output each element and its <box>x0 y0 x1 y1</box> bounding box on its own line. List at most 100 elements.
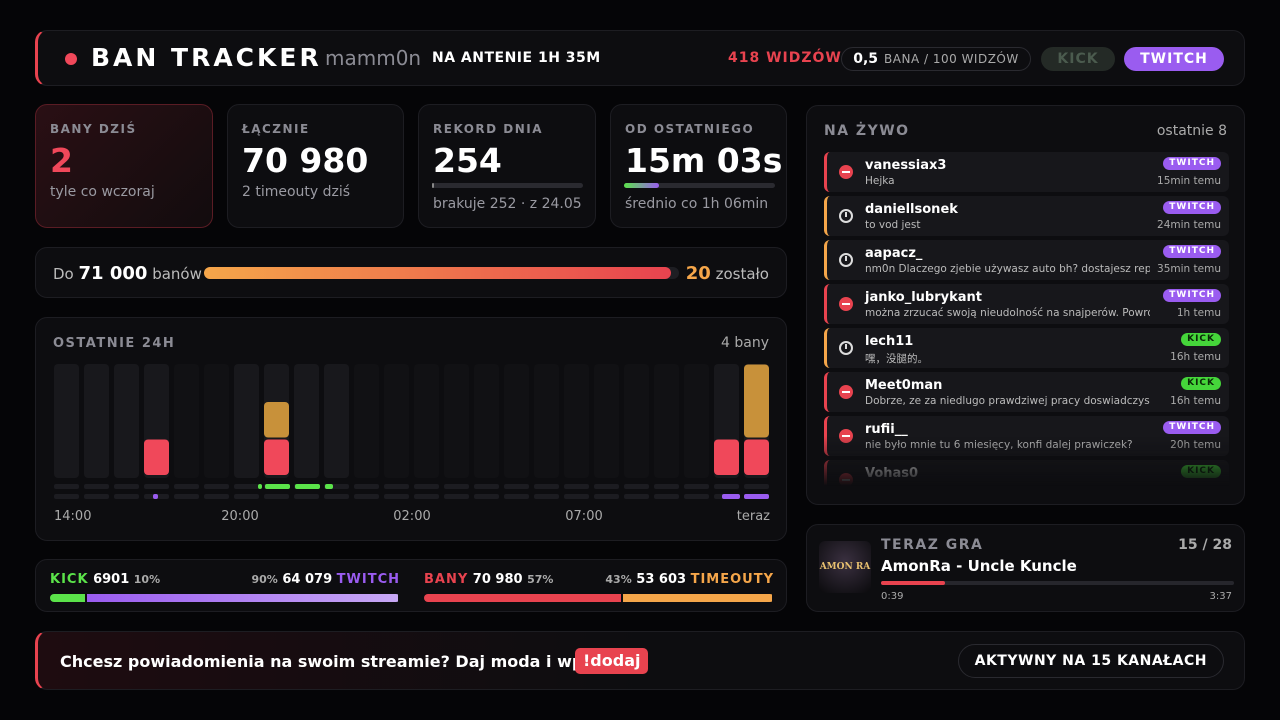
hour-column <box>564 364 589 478</box>
hour-strip <box>204 484 229 489</box>
hour-strip <box>354 494 379 499</box>
time-ago: 15min temu <box>1157 175 1221 187</box>
timeout-bar <box>744 364 769 438</box>
hour-column <box>594 364 619 478</box>
ban-icon <box>839 165 853 179</box>
live-title: NA ŻYWO <box>824 123 910 139</box>
np-elapsed: 0:39 <box>881 591 904 602</box>
stat-card: REKORD DNIA 254 brakuje 252 · z 24.05 <box>418 104 596 228</box>
hour-column <box>414 364 439 478</box>
kick-activity <box>295 484 320 489</box>
x-label: teraz <box>737 509 770 524</box>
stat-value: 2 <box>50 141 73 180</box>
kick-pct: 10% <box>133 573 161 586</box>
stat-card: BANY DZIŚ 2 tyle co wczoraj <box>35 104 213 228</box>
hour-strip <box>414 484 439 489</box>
split-segment <box>86 594 398 602</box>
now-playing: AMON RA TERAZ GRA 15 / 28 AmonRa - Uncle… <box>806 524 1245 612</box>
hour-strip <box>174 484 199 489</box>
stat-sub: tyle co wczoraj <box>50 184 155 200</box>
hour-strip <box>534 484 559 489</box>
hour-column <box>444 364 469 478</box>
hour-strip <box>564 484 589 489</box>
feed-item: daniellsonek to vod jest TWITCH 24min temu <box>824 196 1229 236</box>
hour-strip <box>534 494 559 499</box>
goal-text: Do 71 000 banów <box>53 263 202 284</box>
live-dot <box>65 53 77 65</box>
icon-mark <box>842 171 850 173</box>
footer: Chcesz powiadomienia na swoim streamie? … <box>35 631 1245 690</box>
hour-column <box>684 364 709 478</box>
message: Dobrze, ze za niedlugo prawdziwej pracy … <box>865 395 1150 407</box>
np-title: TERAZ GRA <box>881 537 984 553</box>
viewers: 418 WIDZÓW <box>728 50 842 66</box>
hour-column <box>384 364 409 478</box>
np-progress <box>881 581 945 585</box>
hour-strip <box>354 484 379 489</box>
ban-bar <box>144 439 169 475</box>
x-label: 14:00 <box>54 509 91 524</box>
hour-strip <box>624 494 649 499</box>
icon-mark <box>845 344 847 349</box>
feed-item: Vohas0 KICK <box>824 460 1229 486</box>
split-segment <box>424 594 622 602</box>
np-track-bar <box>881 581 1234 585</box>
kick-activity <box>258 484 262 489</box>
feed-item: aapacz_ nm0n Dlaczego zjebie używasz auto… <box>824 240 1229 280</box>
timeout-icon <box>839 209 853 223</box>
hour-strip <box>234 494 259 499</box>
username: rufii__ <box>865 422 908 437</box>
goal-target: 71 000 <box>78 263 148 284</box>
split-segment <box>623 594 772 602</box>
goal-left-value: 20 <box>685 263 711 284</box>
goal-prefix: Do <box>53 265 74 283</box>
hour-strip <box>84 494 109 499</box>
command[interactable]: !dodaj <box>575 648 649 674</box>
twitch-activity <box>744 494 769 499</box>
hour-strip <box>474 494 499 499</box>
goal-panel: Do 71 000 banów 20 zostało <box>35 247 787 298</box>
split-segment <box>50 594 85 602</box>
ban-bar <box>264 439 289 475</box>
goal-left: 20 zostało <box>686 263 769 284</box>
platform-badge: TWITCH <box>1163 421 1221 434</box>
message: nie było mnie tu 6 miesięcy, konfi dalej… <box>865 439 1133 451</box>
hour-strip <box>84 484 109 489</box>
platform-badge: KICK <box>1181 377 1221 390</box>
ban-icon <box>839 297 853 311</box>
username: janko_lubrykant <box>865 290 982 305</box>
twitch-count: 64 079 <box>282 572 333 587</box>
hour-strip <box>174 494 199 499</box>
timeout-icon <box>839 341 853 355</box>
record-bar <box>432 183 583 188</box>
username: Meet0man <box>865 378 943 393</box>
platform-split: KICK 6901 10% 90% 64 079 TWITCH <box>50 572 400 602</box>
header: BAN TRACKER mamm0n NA ANTENIE 1H 35M 418… <box>35 30 1245 86</box>
hour-column <box>354 364 379 478</box>
hour-strip <box>474 484 499 489</box>
bans-pct: 57% <box>527 573 554 586</box>
np-position: 15 / 28 <box>1178 537 1232 553</box>
platform-badge: KICK <box>1181 465 1221 478</box>
message: 嘿，没腿的。 <box>865 353 928 365</box>
interval-bar <box>624 183 775 188</box>
ban-bar <box>714 439 739 475</box>
twitch-pct: 90% <box>251 573 278 586</box>
time-ago: 20h temu <box>1170 439 1221 451</box>
platform-badge: TWITCH <box>1163 289 1221 302</box>
hour-column <box>174 364 199 478</box>
stat-sub: średnio co 1h 06min <box>625 196 769 212</box>
twitch-activity <box>722 494 740 499</box>
hour-column <box>114 364 139 478</box>
kick-button[interactable]: KICK <box>1041 47 1115 71</box>
platform-badge: TWITCH <box>1163 245 1221 258</box>
hour-column <box>324 364 349 478</box>
message: nm0n Dlaczego zjebie używasz auto bh? do… <box>865 263 1150 275</box>
feed-item: janko_lubrykant można zrzucać swoją nieud… <box>824 284 1229 324</box>
hour-column <box>294 364 319 478</box>
ban-icon <box>839 429 853 443</box>
twitch-button[interactable]: TWITCH <box>1124 47 1224 71</box>
hourly-title: OSTATNIE 24H <box>53 336 176 351</box>
hour-strip <box>324 494 349 499</box>
hour-column <box>84 364 109 478</box>
